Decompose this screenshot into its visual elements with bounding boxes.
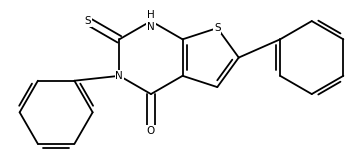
Text: N: N (115, 71, 123, 81)
Text: S: S (85, 16, 91, 26)
Text: H
N: H N (147, 10, 155, 32)
Text: S: S (214, 23, 221, 33)
Text: O: O (147, 126, 155, 136)
